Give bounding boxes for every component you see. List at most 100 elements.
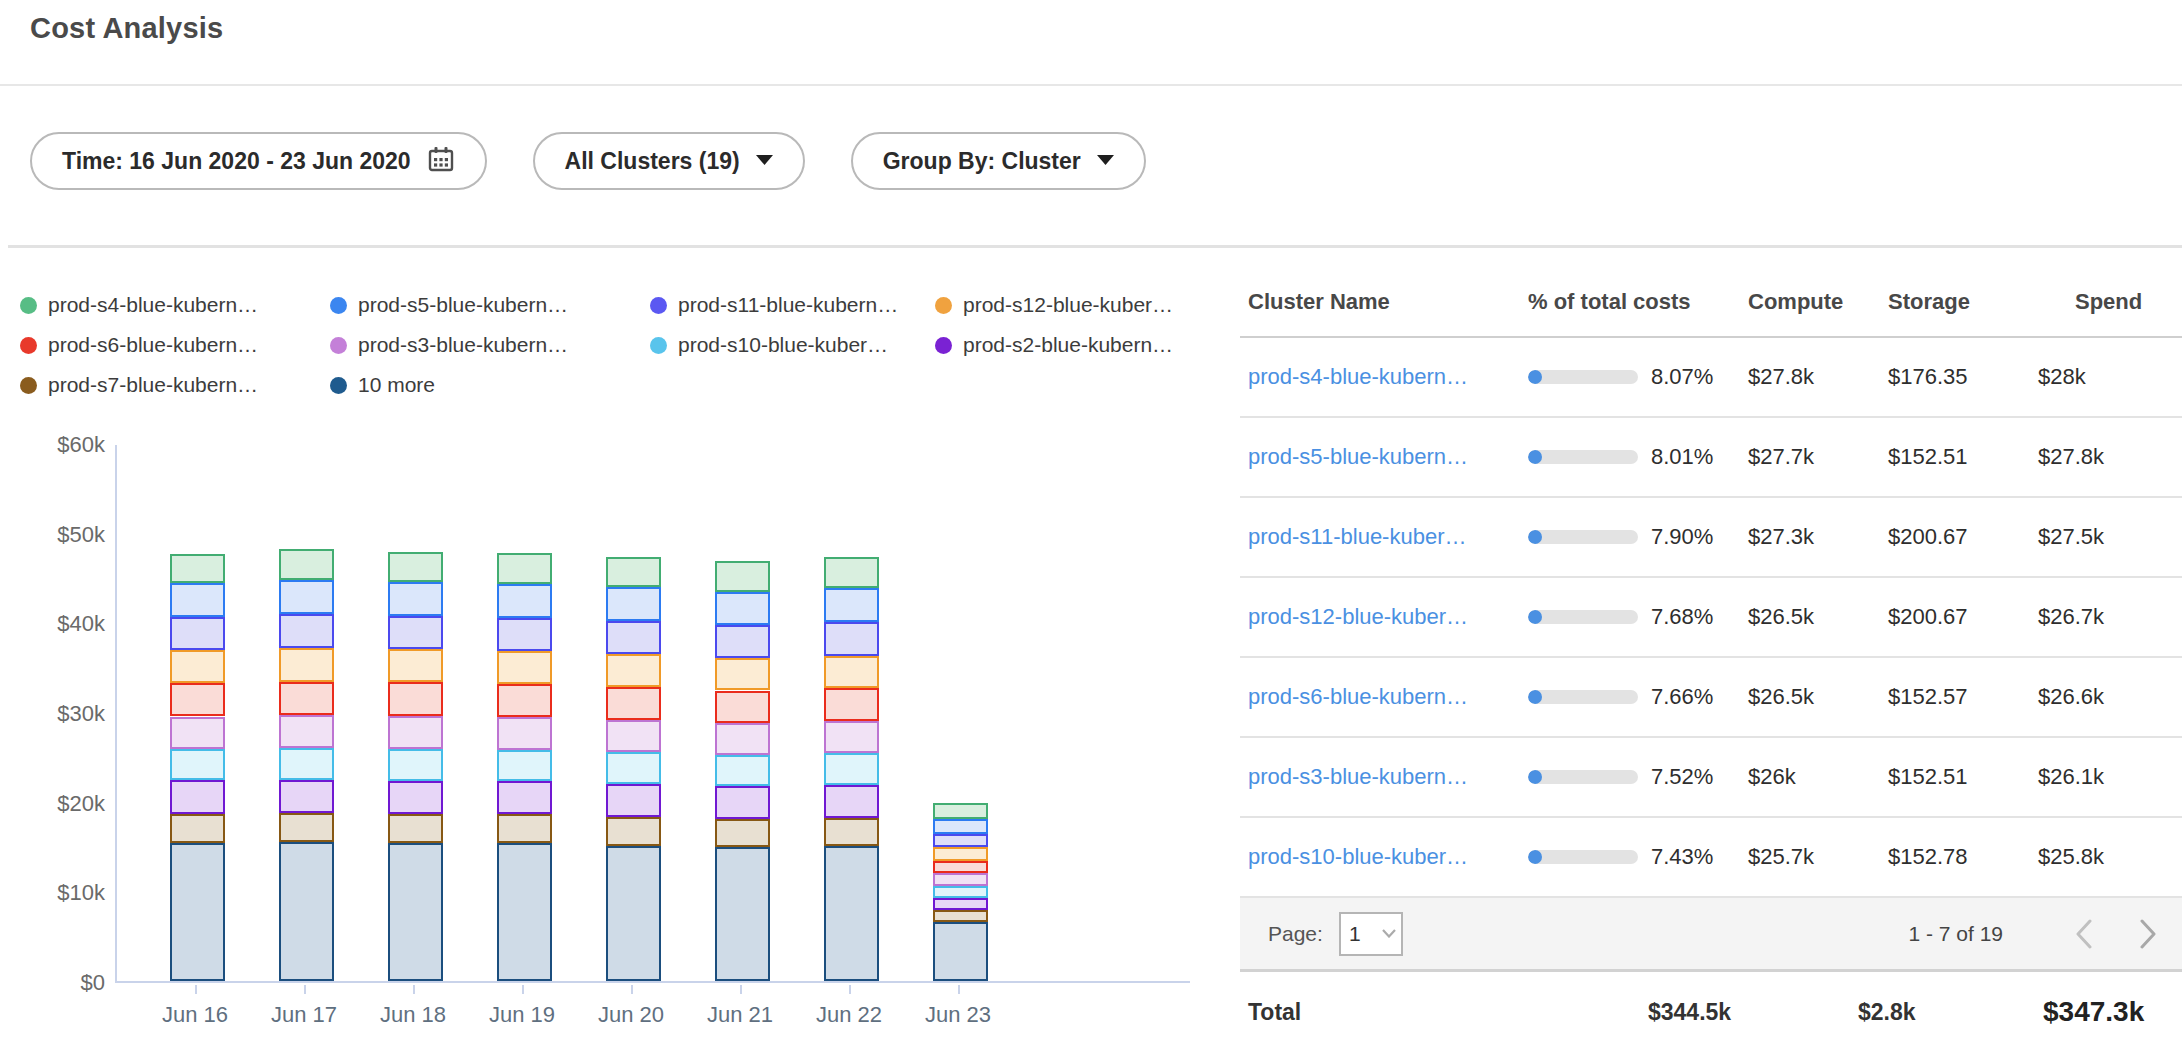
cluster-name-link[interactable]: prod-s12-blue-kuber… — [1248, 604, 1528, 630]
bar-segment[interactable] — [497, 781, 552, 814]
bar-segment[interactable] — [824, 818, 879, 846]
bar-segment[interactable] — [606, 654, 661, 687]
bar-segment[interactable] — [606, 557, 661, 587]
bar-segment[interactable] — [933, 873, 988, 886]
bar-segment[interactable] — [824, 588, 879, 622]
bar-segment[interactable] — [170, 717, 225, 749]
bar-segment[interactable] — [933, 922, 988, 981]
bar-segment[interactable] — [497, 843, 552, 981]
bar-segment[interactable] — [170, 780, 225, 814]
legend-item[interactable]: prod-s12-blue-kuber… — [935, 292, 1220, 318]
bar-segment[interactable] — [606, 720, 661, 752]
bar-segment[interactable] — [933, 886, 988, 898]
next-page-icon[interactable] — [2140, 919, 2157, 949]
bar-segment[interactable] — [824, 721, 879, 753]
bar-segment[interactable] — [824, 557, 879, 588]
bar-jun-20[interactable] — [606, 443, 661, 981]
bar-segment[interactable] — [715, 658, 770, 690]
bar-jun-21[interactable] — [715, 443, 770, 981]
bar-jun-16[interactable] — [170, 443, 225, 981]
bar-segment[interactable] — [606, 846, 661, 981]
bar-segment[interactable] — [715, 723, 770, 755]
bar-segment[interactable] — [279, 549, 334, 580]
bar-segment[interactable] — [279, 648, 334, 681]
bar-segment[interactable] — [279, 780, 334, 813]
time-range-filter[interactable]: Time: 16 Jun 2020 - 23 Jun 2020 — [30, 132, 487, 190]
bar-segment[interactable] — [388, 843, 443, 981]
bar-segment[interactable] — [933, 819, 988, 834]
bar-segment[interactable] — [279, 813, 334, 842]
bar-segment[interactable] — [497, 750, 552, 781]
bar-segment[interactable] — [606, 587, 661, 620]
bar-segment[interactable] — [824, 785, 879, 818]
legend-item[interactable]: prod-s11-blue-kubern… — [650, 292, 925, 318]
bar-segment[interactable] — [170, 583, 225, 617]
bar-segment[interactable] — [279, 842, 334, 981]
legend-item[interactable]: prod-s4-blue-kubern… — [20, 292, 320, 318]
bar-segment[interactable] — [606, 817, 661, 846]
bar-segment[interactable] — [715, 847, 770, 982]
legend-item[interactable]: prod-s10-blue-kuber… — [650, 332, 925, 358]
bar-segment[interactable] — [388, 682, 443, 715]
bar-segment[interactable] — [715, 819, 770, 847]
legend-item[interactable]: prod-s6-blue-kubern… — [20, 332, 320, 358]
prev-page-icon[interactable] — [2075, 919, 2092, 949]
bar-segment[interactable] — [388, 582, 443, 616]
bar-segment[interactable] — [170, 814, 225, 843]
bar-segment[interactable] — [933, 847, 988, 861]
bar-segment[interactable] — [388, 814, 443, 843]
bar-segment[interactable] — [170, 650, 225, 683]
cluster-name-link[interactable]: prod-s11-blue-kuber… — [1248, 524, 1528, 550]
bar-segment[interactable] — [933, 898, 988, 911]
group-by-dropdown[interactable]: Group By: Cluster — [851, 132, 1146, 190]
legend-item[interactable]: 10 more — [330, 372, 640, 398]
bar-segment[interactable] — [388, 552, 443, 582]
bar-segment[interactable] — [388, 716, 443, 749]
bar-segment[interactable] — [497, 717, 552, 749]
bar-segment[interactable] — [824, 753, 879, 784]
bar-segment[interactable] — [824, 688, 879, 721]
bar-segment[interactable] — [497, 553, 552, 583]
bar-segment[interactable] — [715, 592, 770, 625]
legend-item[interactable]: prod-s5-blue-kubern… — [330, 292, 640, 318]
bar-segment[interactable] — [606, 687, 661, 720]
bar-segment[interactable] — [715, 625, 770, 658]
bar-segment[interactable] — [279, 614, 334, 648]
bar-segment[interactable] — [824, 656, 879, 688]
bar-segment[interactable] — [715, 755, 770, 786]
bar-jun-23[interactable] — [933, 443, 988, 981]
bar-segment[interactable] — [388, 616, 443, 649]
clusters-filter-dropdown[interactable]: All Clusters (19) — [533, 132, 805, 190]
bar-segment[interactable] — [497, 651, 552, 684]
bar-segment[interactable] — [606, 784, 661, 817]
bar-segment[interactable] — [715, 561, 770, 591]
bar-segment[interactable] — [279, 580, 334, 614]
bar-segment[interactable] — [279, 748, 334, 780]
bar-segment[interactable] — [933, 834, 988, 847]
bar-segment[interactable] — [497, 814, 552, 843]
legend-item[interactable]: prod-s2-blue-kubern… — [935, 332, 1220, 358]
bar-segment[interactable] — [933, 803, 988, 818]
bar-segment[interactable] — [933, 910, 988, 922]
cluster-name-link[interactable]: prod-s10-blue-kuber… — [1248, 844, 1528, 870]
cluster-name-link[interactable]: prod-s3-blue-kubern… — [1248, 764, 1528, 790]
bar-segment[interactable] — [497, 584, 552, 618]
bar-segment[interactable] — [497, 684, 552, 717]
bar-jun-22[interactable] — [824, 443, 879, 981]
bar-jun-17[interactable] — [279, 443, 334, 981]
bar-segment[interactable] — [170, 843, 225, 981]
bar-segment[interactable] — [388, 649, 443, 682]
legend-item[interactable]: prod-s7-blue-kubern… — [20, 372, 320, 398]
bar-segment[interactable] — [170, 617, 225, 650]
bar-segment[interactable] — [933, 861, 988, 874]
bar-segment[interactable] — [824, 622, 879, 655]
bar-segment[interactable] — [497, 618, 552, 651]
bar-segment[interactable] — [824, 846, 879, 981]
bar-segment[interactable] — [715, 691, 770, 723]
bar-jun-18[interactable] — [388, 443, 443, 981]
cluster-name-link[interactable]: prod-s5-blue-kubern… — [1248, 444, 1528, 470]
bar-segment[interactable] — [170, 554, 225, 583]
legend-item[interactable]: prod-s3-blue-kubern… — [330, 332, 640, 358]
page-select[interactable]: 1 — [1339, 912, 1403, 956]
bar-segment[interactable] — [279, 715, 334, 748]
